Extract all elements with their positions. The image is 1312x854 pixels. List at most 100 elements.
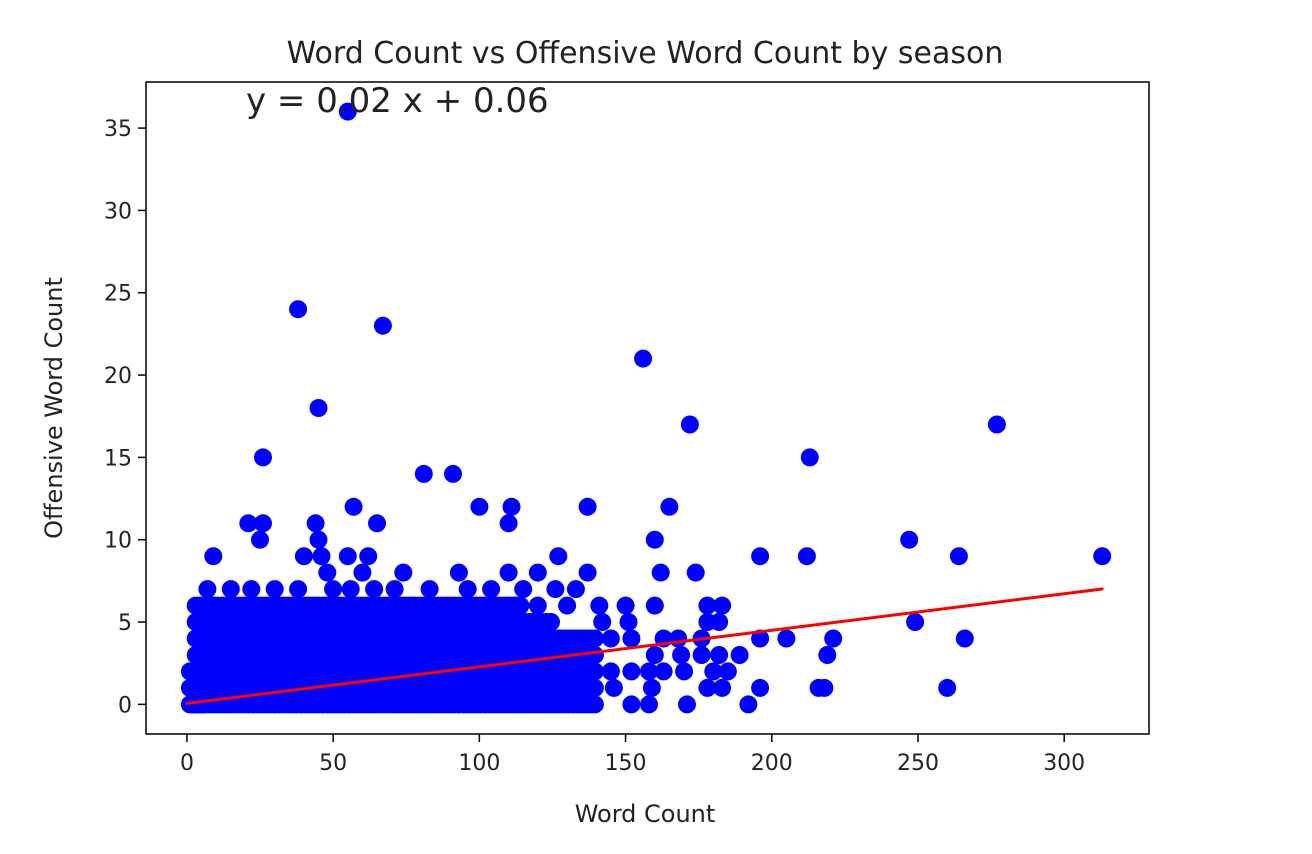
data-point [730, 646, 749, 664]
data-point [499, 514, 518, 533]
y-tick-label: 20 [104, 364, 132, 389]
y-axis-ticks: 0 5 10 15 20 25 30 35 [104, 117, 146, 718]
data-point [265, 580, 284, 599]
data-point [309, 530, 328, 549]
data-point [660, 497, 679, 516]
y-tick-label: 10 [104, 529, 132, 554]
data-point [365, 580, 384, 599]
data-point [619, 613, 638, 631]
y-tick-label: 30 [104, 199, 132, 224]
data-point [198, 580, 217, 599]
data-point [585, 695, 604, 714]
data-point [640, 662, 658, 681]
data-point [622, 695, 641, 714]
data-point [254, 448, 272, 467]
data-point [949, 547, 968, 566]
data-points [180, 102, 1112, 714]
x-tick-label: 200 [751, 751, 793, 776]
data-point [622, 629, 641, 648]
data-point [195, 695, 214, 714]
data-point [414, 464, 433, 483]
data-point [751, 547, 770, 566]
data-point [306, 514, 325, 533]
data-point [353, 563, 372, 582]
data-point [221, 580, 240, 599]
y-tick-label: 5 [118, 611, 132, 636]
x-axis-label: Word Count [575, 800, 716, 828]
data-point [585, 678, 604, 697]
data-point [710, 646, 729, 664]
data-point [692, 646, 711, 664]
data-point [578, 563, 597, 582]
x-tick-label: 50 [319, 751, 347, 776]
data-point [718, 662, 737, 681]
data-point [289, 300, 308, 319]
data-point [195, 662, 214, 681]
data-point [324, 580, 343, 599]
data-point [528, 596, 547, 615]
data-point [642, 678, 661, 697]
data-point [420, 580, 439, 599]
data-point [546, 580, 565, 599]
data-point [204, 547, 223, 566]
data-point [344, 497, 363, 516]
x-tick-label: 150 [605, 751, 647, 776]
data-point [669, 629, 688, 648]
data-point [713, 596, 732, 615]
data-point [341, 580, 360, 599]
regression-equation: y = 0.02 x + 0.06 [246, 81, 549, 121]
data-point [578, 497, 597, 516]
data-point [640, 695, 658, 714]
data-point [678, 695, 696, 714]
data-point [704, 662, 723, 681]
data-point [751, 678, 770, 697]
data-point [449, 563, 468, 582]
data-point [900, 530, 919, 549]
data-point [987, 415, 1006, 434]
x-tick-label: 250 [897, 751, 939, 776]
y-axis-label: Offensive Word Count [40, 277, 68, 539]
data-point [499, 563, 518, 582]
x-tick-label: 100 [458, 751, 500, 776]
data-point [549, 547, 568, 566]
data-point [373, 316, 392, 335]
chart-title: Word Count vs Offensive Word Count by se… [287, 36, 1004, 71]
data-point [318, 563, 337, 582]
data-point [251, 530, 269, 549]
data-point [368, 514, 386, 533]
data-point [542, 613, 560, 631]
data-point [338, 102, 357, 121]
regression-line [185, 587, 1104, 705]
data-point [338, 547, 357, 566]
data-point [777, 629, 796, 648]
data-point [242, 580, 261, 599]
data-point [502, 497, 521, 516]
data-point [482, 580, 501, 599]
data-point [585, 662, 604, 681]
data-point [590, 596, 609, 615]
y-tick-label: 15 [104, 446, 132, 471]
data-point [294, 547, 313, 566]
data-point [601, 662, 620, 681]
data-point [505, 596, 524, 615]
data-point [906, 613, 925, 631]
data-point [585, 646, 604, 664]
data-point [239, 514, 258, 533]
data-point [289, 580, 308, 599]
data-point [645, 530, 664, 549]
data-point [686, 563, 705, 582]
data-point [593, 613, 612, 631]
data-point [824, 629, 843, 648]
data-point [815, 678, 834, 697]
data-point [195, 678, 214, 697]
data-point [672, 646, 691, 664]
data-point [654, 662, 673, 681]
y-tick-label: 0 [118, 693, 132, 718]
data-point [312, 547, 331, 566]
data-point [1093, 547, 1112, 566]
data-point [751, 629, 770, 648]
data-point [444, 464, 462, 483]
data-point [818, 646, 837, 664]
data-point [710, 613, 729, 631]
data-point [254, 514, 272, 533]
